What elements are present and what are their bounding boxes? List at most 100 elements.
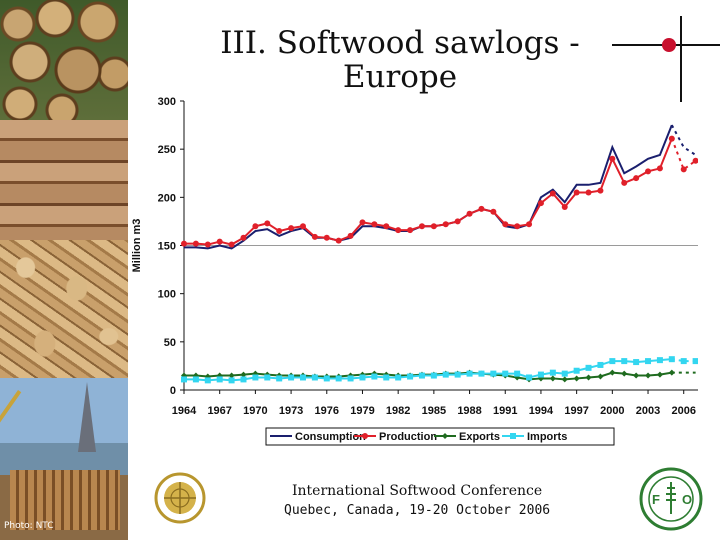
production-point — [514, 223, 521, 230]
imports-point — [240, 376, 247, 383]
x-tick-label: 2006 — [671, 405, 695, 417]
y-tick-label: 150 — [158, 241, 176, 253]
production-point — [288, 225, 295, 232]
legend-marker-production — [362, 433, 368, 439]
legend-marker-exports — [442, 433, 448, 439]
y-axis-label: Million m3 — [131, 219, 143, 273]
production-point — [621, 179, 628, 186]
x-tick-label: 1964 — [172, 405, 197, 417]
x-tick-label: 1970 — [243, 405, 267, 417]
conference-name: International Softwood Conference — [292, 483, 543, 499]
imports-point — [585, 364, 592, 371]
exports-point — [561, 376, 568, 383]
imports-point — [252, 374, 259, 381]
production-point — [478, 205, 485, 212]
exports-point — [228, 372, 235, 379]
x-tick-label: 1976 — [315, 405, 339, 417]
x-tick-label: 1979 — [350, 405, 374, 417]
slide-title: III. Softwood sawlogs - Europe — [150, 26, 650, 94]
production-point — [609, 155, 616, 162]
x-tick-label: 1985 — [422, 405, 446, 417]
production-point — [228, 241, 235, 248]
svg-text:F: F — [652, 492, 660, 507]
title-line-1: III. Softwood sawlogs - — [220, 25, 580, 61]
y-tick-label: 200 — [158, 192, 176, 204]
imports-point — [216, 376, 223, 383]
production-point — [240, 234, 247, 241]
imports-point — [561, 370, 568, 377]
exports-point — [549, 375, 556, 382]
fao-logo-icon: F O — [639, 467, 703, 531]
imports-point — [204, 377, 211, 384]
production-point — [537, 200, 544, 207]
imports-point — [288, 374, 295, 381]
production-point — [264, 220, 271, 227]
imports-point — [264, 374, 271, 381]
exports-point — [597, 373, 604, 380]
production-point — [645, 168, 652, 175]
production-point — [181, 240, 187, 247]
legend-label-consumption: Consumption — [295, 431, 366, 443]
production-point — [549, 190, 556, 197]
legend-marker-imports — [510, 433, 516, 439]
production-point — [668, 135, 675, 142]
production-point — [526, 221, 533, 228]
production-point — [656, 165, 663, 172]
imports-point — [311, 374, 318, 381]
imports-point — [359, 374, 366, 381]
consumption-forecast-line — [670, 124, 697, 156]
x-tick-label: 2000 — [600, 405, 624, 417]
exports-point — [645, 372, 652, 379]
exports-point — [633, 372, 640, 379]
imports-point — [502, 370, 509, 377]
legend-label-production: Production — [379, 431, 437, 443]
production-point — [442, 221, 449, 228]
production-point — [383, 223, 390, 230]
production-forecast-point — [692, 157, 698, 164]
eiffel-tower-icon — [78, 382, 96, 452]
production-point — [323, 234, 330, 241]
imports-point — [645, 358, 652, 365]
conference-location: Quebec, Canada, 19-20 October 2006 — [284, 503, 551, 518]
un-emblem-icon — [154, 472, 206, 524]
logs-photo — [0, 0, 128, 120]
exports-point — [656, 371, 663, 378]
imports-point — [347, 375, 354, 382]
imports-point — [633, 359, 640, 366]
title-line-2: Europe — [342, 59, 458, 95]
imports-point — [537, 371, 544, 378]
production-point — [466, 210, 473, 217]
production-point — [192, 240, 199, 247]
exports-point — [621, 370, 628, 377]
imports-point — [597, 361, 604, 368]
legend-label-imports: Imports — [527, 431, 567, 443]
production-point — [430, 223, 437, 230]
timber-frame-house — [10, 470, 120, 530]
production-point — [347, 232, 354, 239]
crosshair-vertical-line — [680, 16, 682, 102]
x-tick-label: 2003 — [636, 405, 660, 417]
imports-point — [418, 372, 425, 379]
imports-point — [276, 375, 283, 382]
imports-forecast-point — [680, 358, 687, 365]
y-tick-label: 300 — [158, 96, 176, 108]
photo-credit: Photo: NTC — [4, 521, 54, 531]
production-point — [418, 223, 425, 230]
production-point — [276, 228, 283, 235]
production-point — [311, 233, 318, 240]
imports-point — [490, 370, 497, 377]
imports-point — [430, 372, 437, 379]
production-point — [407, 227, 414, 234]
imports-point — [395, 374, 402, 381]
x-tick-label: 1982 — [386, 405, 410, 417]
production-point — [573, 189, 580, 196]
imports-point — [526, 374, 533, 381]
imports-point — [371, 373, 378, 380]
imports-point — [656, 357, 663, 364]
y-tick-label: 50 — [164, 337, 176, 349]
imports-point — [454, 371, 461, 378]
production-forecast-point — [680, 166, 687, 173]
consumption-series-line — [184, 124, 673, 250]
production-point — [335, 237, 342, 244]
x-tick-label: 1991 — [493, 405, 517, 417]
